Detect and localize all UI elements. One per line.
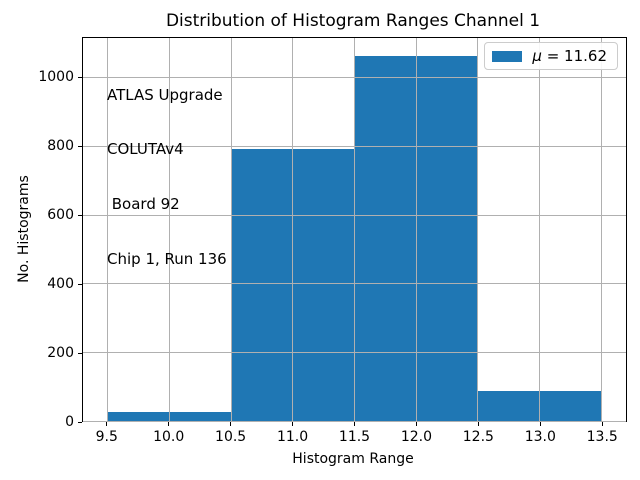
x-axis-label: Histogram Range bbox=[292, 451, 414, 467]
x-tick bbox=[601, 422, 603, 426]
histogram-bar bbox=[477, 390, 602, 421]
x-tick bbox=[168, 422, 170, 426]
annotation-line: Board 92 bbox=[107, 195, 180, 214]
x-tick-label: 13.5 bbox=[586, 429, 618, 445]
histogram-bar bbox=[107, 412, 232, 421]
y-tick bbox=[78, 283, 82, 285]
chart-title: Distribution of Histogram Ranges Channel… bbox=[165, 11, 541, 31]
y-tick-label: 800 bbox=[47, 138, 74, 154]
histogram-bar bbox=[354, 55, 478, 421]
annotation: ATLAS Upgrade COLUTAv4 Board 92 Chip 1, … bbox=[107, 49, 227, 305]
x-tick bbox=[106, 422, 108, 426]
y-tick-label: 1000 bbox=[38, 69, 74, 86]
annotation-line: COLUTAv4 bbox=[107, 140, 184, 159]
annotation-line: Chip 1, Run 136 bbox=[107, 250, 227, 269]
y-tick bbox=[78, 76, 82, 78]
x-tick-label: 13.0 bbox=[524, 429, 556, 445]
x-tick bbox=[477, 422, 479, 426]
x-tick-label: 11.0 bbox=[276, 429, 309, 445]
x-tick bbox=[539, 422, 541, 426]
plot-area: ATLAS Upgrade COLUTAv4 Board 92 Chip 1, … bbox=[82, 37, 627, 422]
x-tick bbox=[415, 422, 417, 426]
legend-swatch bbox=[492, 50, 523, 62]
legend-value: = 11.62 bbox=[541, 47, 607, 65]
legend: μ = 11.62 bbox=[484, 42, 618, 70]
x-tick-label: 9.5 bbox=[95, 429, 118, 445]
y-tick-label: 200 bbox=[47, 345, 74, 361]
x-tick-label: 12.5 bbox=[462, 429, 494, 445]
y-tick-label: 400 bbox=[47, 276, 74, 292]
x-tick-label: 12.0 bbox=[400, 429, 433, 445]
annotation-line: ATLAS Upgrade bbox=[107, 85, 223, 104]
mu-symbol: μ bbox=[532, 47, 542, 65]
y-tick-label: 0 bbox=[65, 414, 74, 430]
x-tick bbox=[230, 422, 232, 426]
x-tick-label: 11.5 bbox=[338, 429, 371, 445]
x-tick-label: 10.5 bbox=[215, 429, 247, 445]
y-tick bbox=[78, 214, 82, 216]
y-axis-label: No. Histograms bbox=[16, 175, 32, 283]
x-tick-label: 10.0 bbox=[153, 429, 185, 445]
x-tick bbox=[292, 422, 294, 426]
y-tick-label: 600 bbox=[47, 207, 74, 223]
y-tick bbox=[78, 145, 82, 147]
y-tick bbox=[78, 352, 82, 354]
legend-label: μ = 11.62 bbox=[532, 47, 607, 65]
y-tick bbox=[78, 421, 82, 423]
histogram-bar bbox=[231, 148, 355, 421]
x-tick bbox=[354, 422, 355, 426]
